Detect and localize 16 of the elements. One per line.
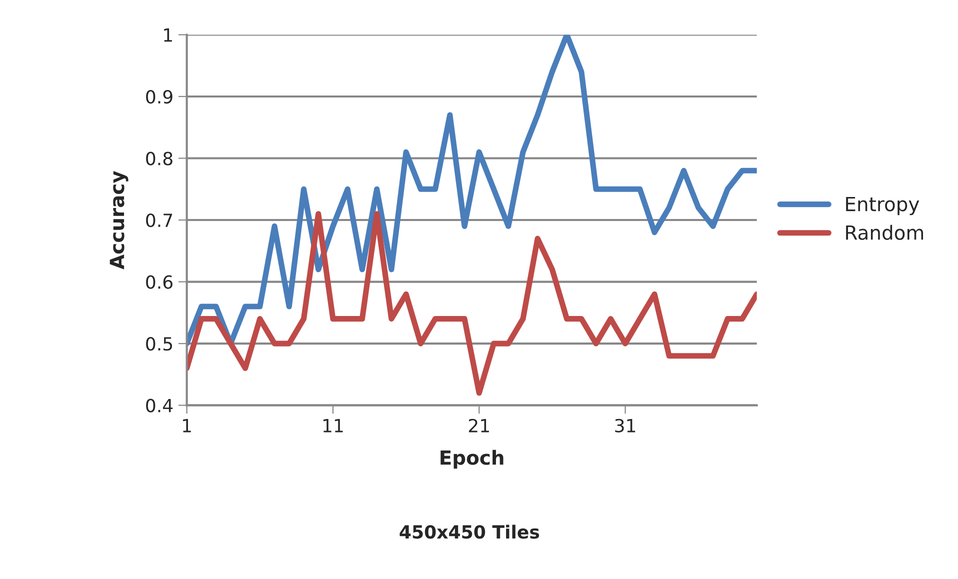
- y-tick-label: 0.9: [146, 90, 172, 104]
- x-tick-label: 1: [183, 419, 191, 432]
- x-tick-label: 11: [323, 419, 343, 432]
- legend-label: Entropy: [846, 196, 920, 216]
- y-tick-label: 1: [164, 28, 172, 42]
- y-tick-label: 0.7: [146, 213, 172, 228]
- y-axis-title: Accuracy: [110, 170, 128, 270]
- text: 450x450 Tiles: [400, 524, 540, 539]
- y-tick-label: 0.4: [146, 398, 173, 412]
- y-tick-label: 0.8: [146, 152, 172, 166]
- x-tick-label: 21: [468, 418, 489, 432]
- x-tick-label: 31: [615, 418, 636, 432]
- legend-label: Random: [846, 224, 924, 240]
- y-tick-label: 0.6: [146, 275, 172, 289]
- x-axis-title: Epoch: [440, 450, 504, 469]
- y-tick-label: 0.5: [146, 337, 172, 351]
